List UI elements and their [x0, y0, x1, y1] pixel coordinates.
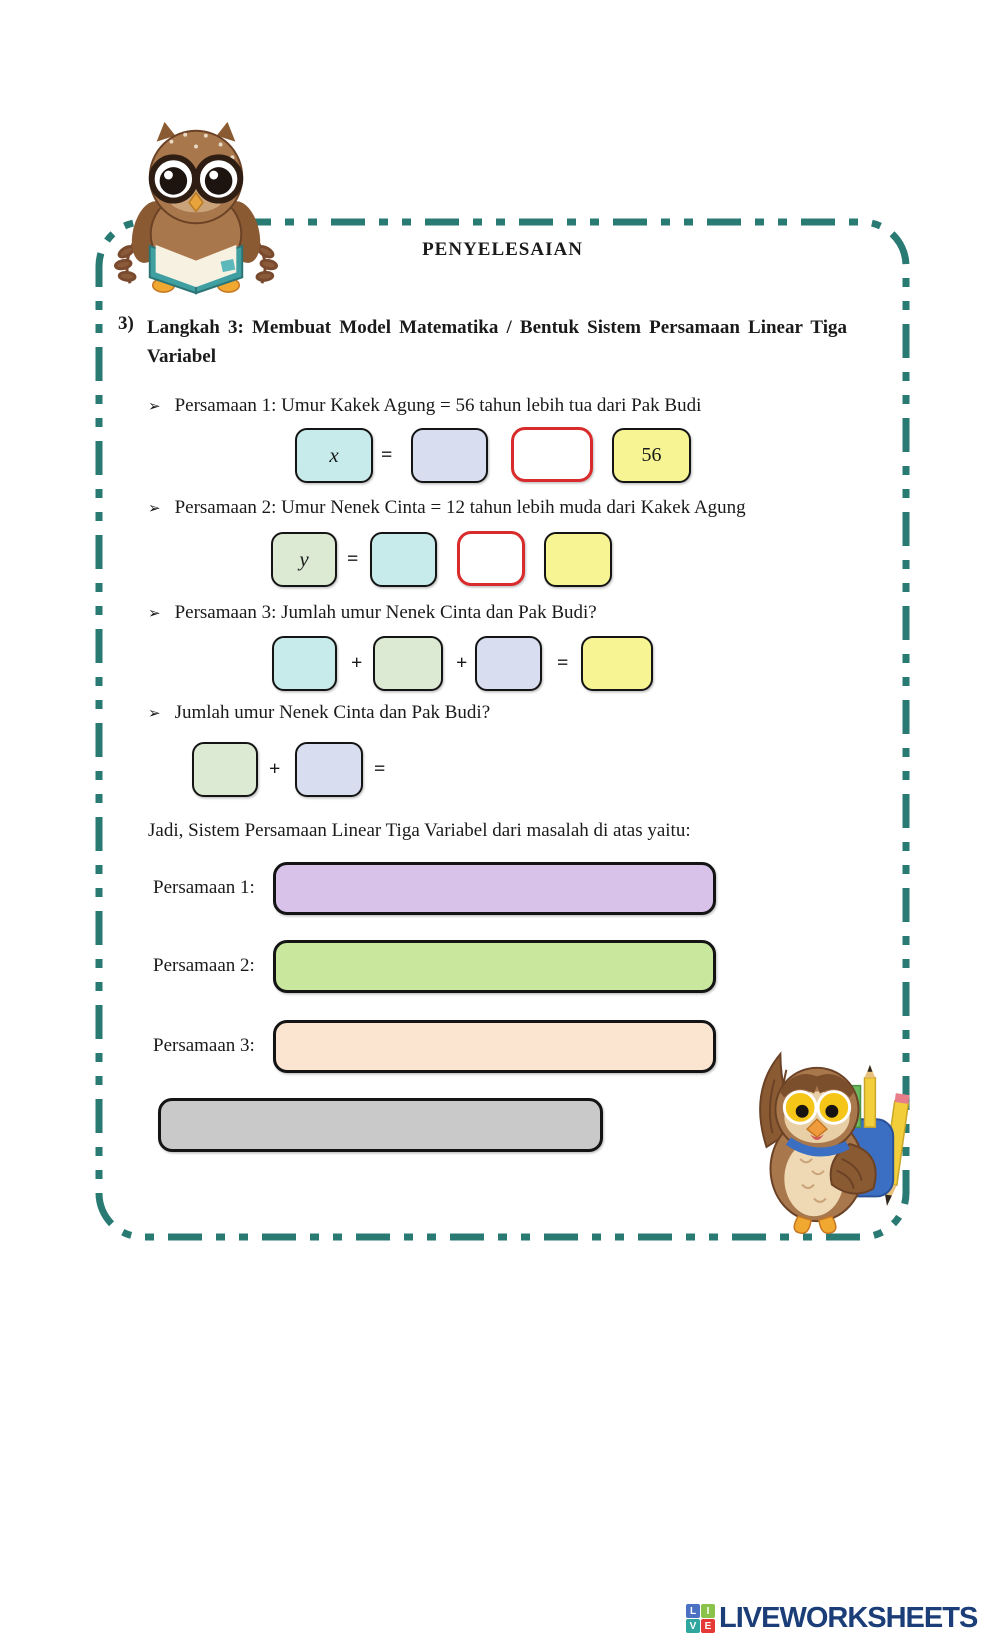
- eq1-answer-box-2[interactable]: [511, 427, 593, 482]
- eq2-value-box[interactable]: [544, 532, 612, 587]
- eq3-plus-sign-1: +: [351, 652, 363, 674]
- eq1-value-box[interactable]: 56: [612, 428, 691, 483]
- eq3-plus-sign-2: +: [456, 652, 468, 674]
- eq3-answer-box-1[interactable]: [272, 636, 337, 691]
- eq3-answer-box-3[interactable]: [475, 636, 542, 691]
- reading-owl-illustration: [113, 121, 279, 295]
- prompt-text: Persamaan 1: Umur Kakek Agung = 56 tahun…: [174, 395, 702, 416]
- eq3-answer-box-2[interactable]: [373, 636, 443, 691]
- eq3-equals-sign: =: [557, 652, 569, 674]
- waving-owl-illustration: [759, 1051, 910, 1235]
- eq4-plus-sign: +: [269, 758, 281, 780]
- liveworksheets-logo[interactable]: L I V E LIVEWORKSHEETS: [686, 1602, 978, 1635]
- prompt-text: Persamaan 2: Umur Nenek Cinta = 12 tahun…: [174, 497, 746, 518]
- prompt-text: Persamaan 3: Jumlah umur Nenek Cinta dan…: [174, 602, 597, 623]
- logo-square-v: V: [686, 1619, 700, 1633]
- logo-square-e: E: [701, 1619, 715, 1633]
- persamaan-1-label: Persamaan 1:: [153, 877, 255, 898]
- eq2-answer-box-2[interactable]: [457, 531, 525, 586]
- eq2-variable-box[interactable]: y: [271, 532, 337, 587]
- arrow-bullet-icon: ➢: [148, 499, 161, 517]
- persamaan-3-answer-box[interactable]: [273, 1020, 716, 1073]
- step-number: 3): [118, 313, 134, 334]
- eq4-equals-sign: =: [374, 758, 386, 780]
- arrow-bullet-icon: ➢: [148, 397, 161, 415]
- eq4-answer-box-1[interactable]: [192, 742, 258, 797]
- eq3-value-box[interactable]: [581, 636, 653, 691]
- conclusion-intro: Jadi, Sistem Persamaan Linear Tiga Varia…: [148, 820, 691, 841]
- logo-square-l: L: [686, 1604, 700, 1618]
- eq1-answer-box-1[interactable]: [411, 428, 488, 483]
- persamaan-2-answer-box[interactable]: [273, 940, 716, 993]
- prompt-sum-question: ➢ Jumlah umur Nenek Cinta dan Pak Budi?: [148, 702, 490, 724]
- page-title: PENYELESAIAN: [422, 239, 583, 260]
- step-heading: Langkah 3: Membuat Model Matematika / Be…: [147, 317, 847, 367]
- eq1-equals-sign: =: [381, 444, 393, 466]
- persamaan-2-label: Persamaan 2:: [153, 955, 255, 976]
- arrow-bullet-icon: ➢: [148, 704, 161, 722]
- eq4-answer-box-2[interactable]: [295, 742, 363, 797]
- eq1-variable-box[interactable]: x: [295, 428, 373, 483]
- arrow-bullet-icon: ➢: [148, 604, 161, 622]
- prompt-equation-3: ➢ Persamaan 3: Jumlah umur Nenek Cinta da…: [148, 602, 597, 624]
- eq2-equals-sign: =: [347, 548, 359, 570]
- persamaan-1-answer-box[interactable]: [273, 862, 716, 915]
- liveworksheets-logo-icon: L I V E: [686, 1604, 715, 1633]
- extra-answer-box[interactable]: [158, 1098, 603, 1152]
- prompt-text: Jumlah umur Nenek Cinta dan Pak Budi?: [174, 702, 491, 723]
- prompt-equation-1: ➢ Persamaan 1: Umur Kakek Agung = 56 tahu…: [148, 395, 701, 417]
- liveworksheets-wordmark: LIVEWORKSHEETS: [719, 1602, 978, 1634]
- persamaan-3-label: Persamaan 3:: [153, 1035, 255, 1056]
- eq2-answer-box-1[interactable]: [370, 532, 437, 587]
- logo-square-i: I: [701, 1604, 715, 1618]
- prompt-equation-2: ➢ Persamaan 2: Umur Nenek Cinta = 12 tahu…: [148, 497, 746, 519]
